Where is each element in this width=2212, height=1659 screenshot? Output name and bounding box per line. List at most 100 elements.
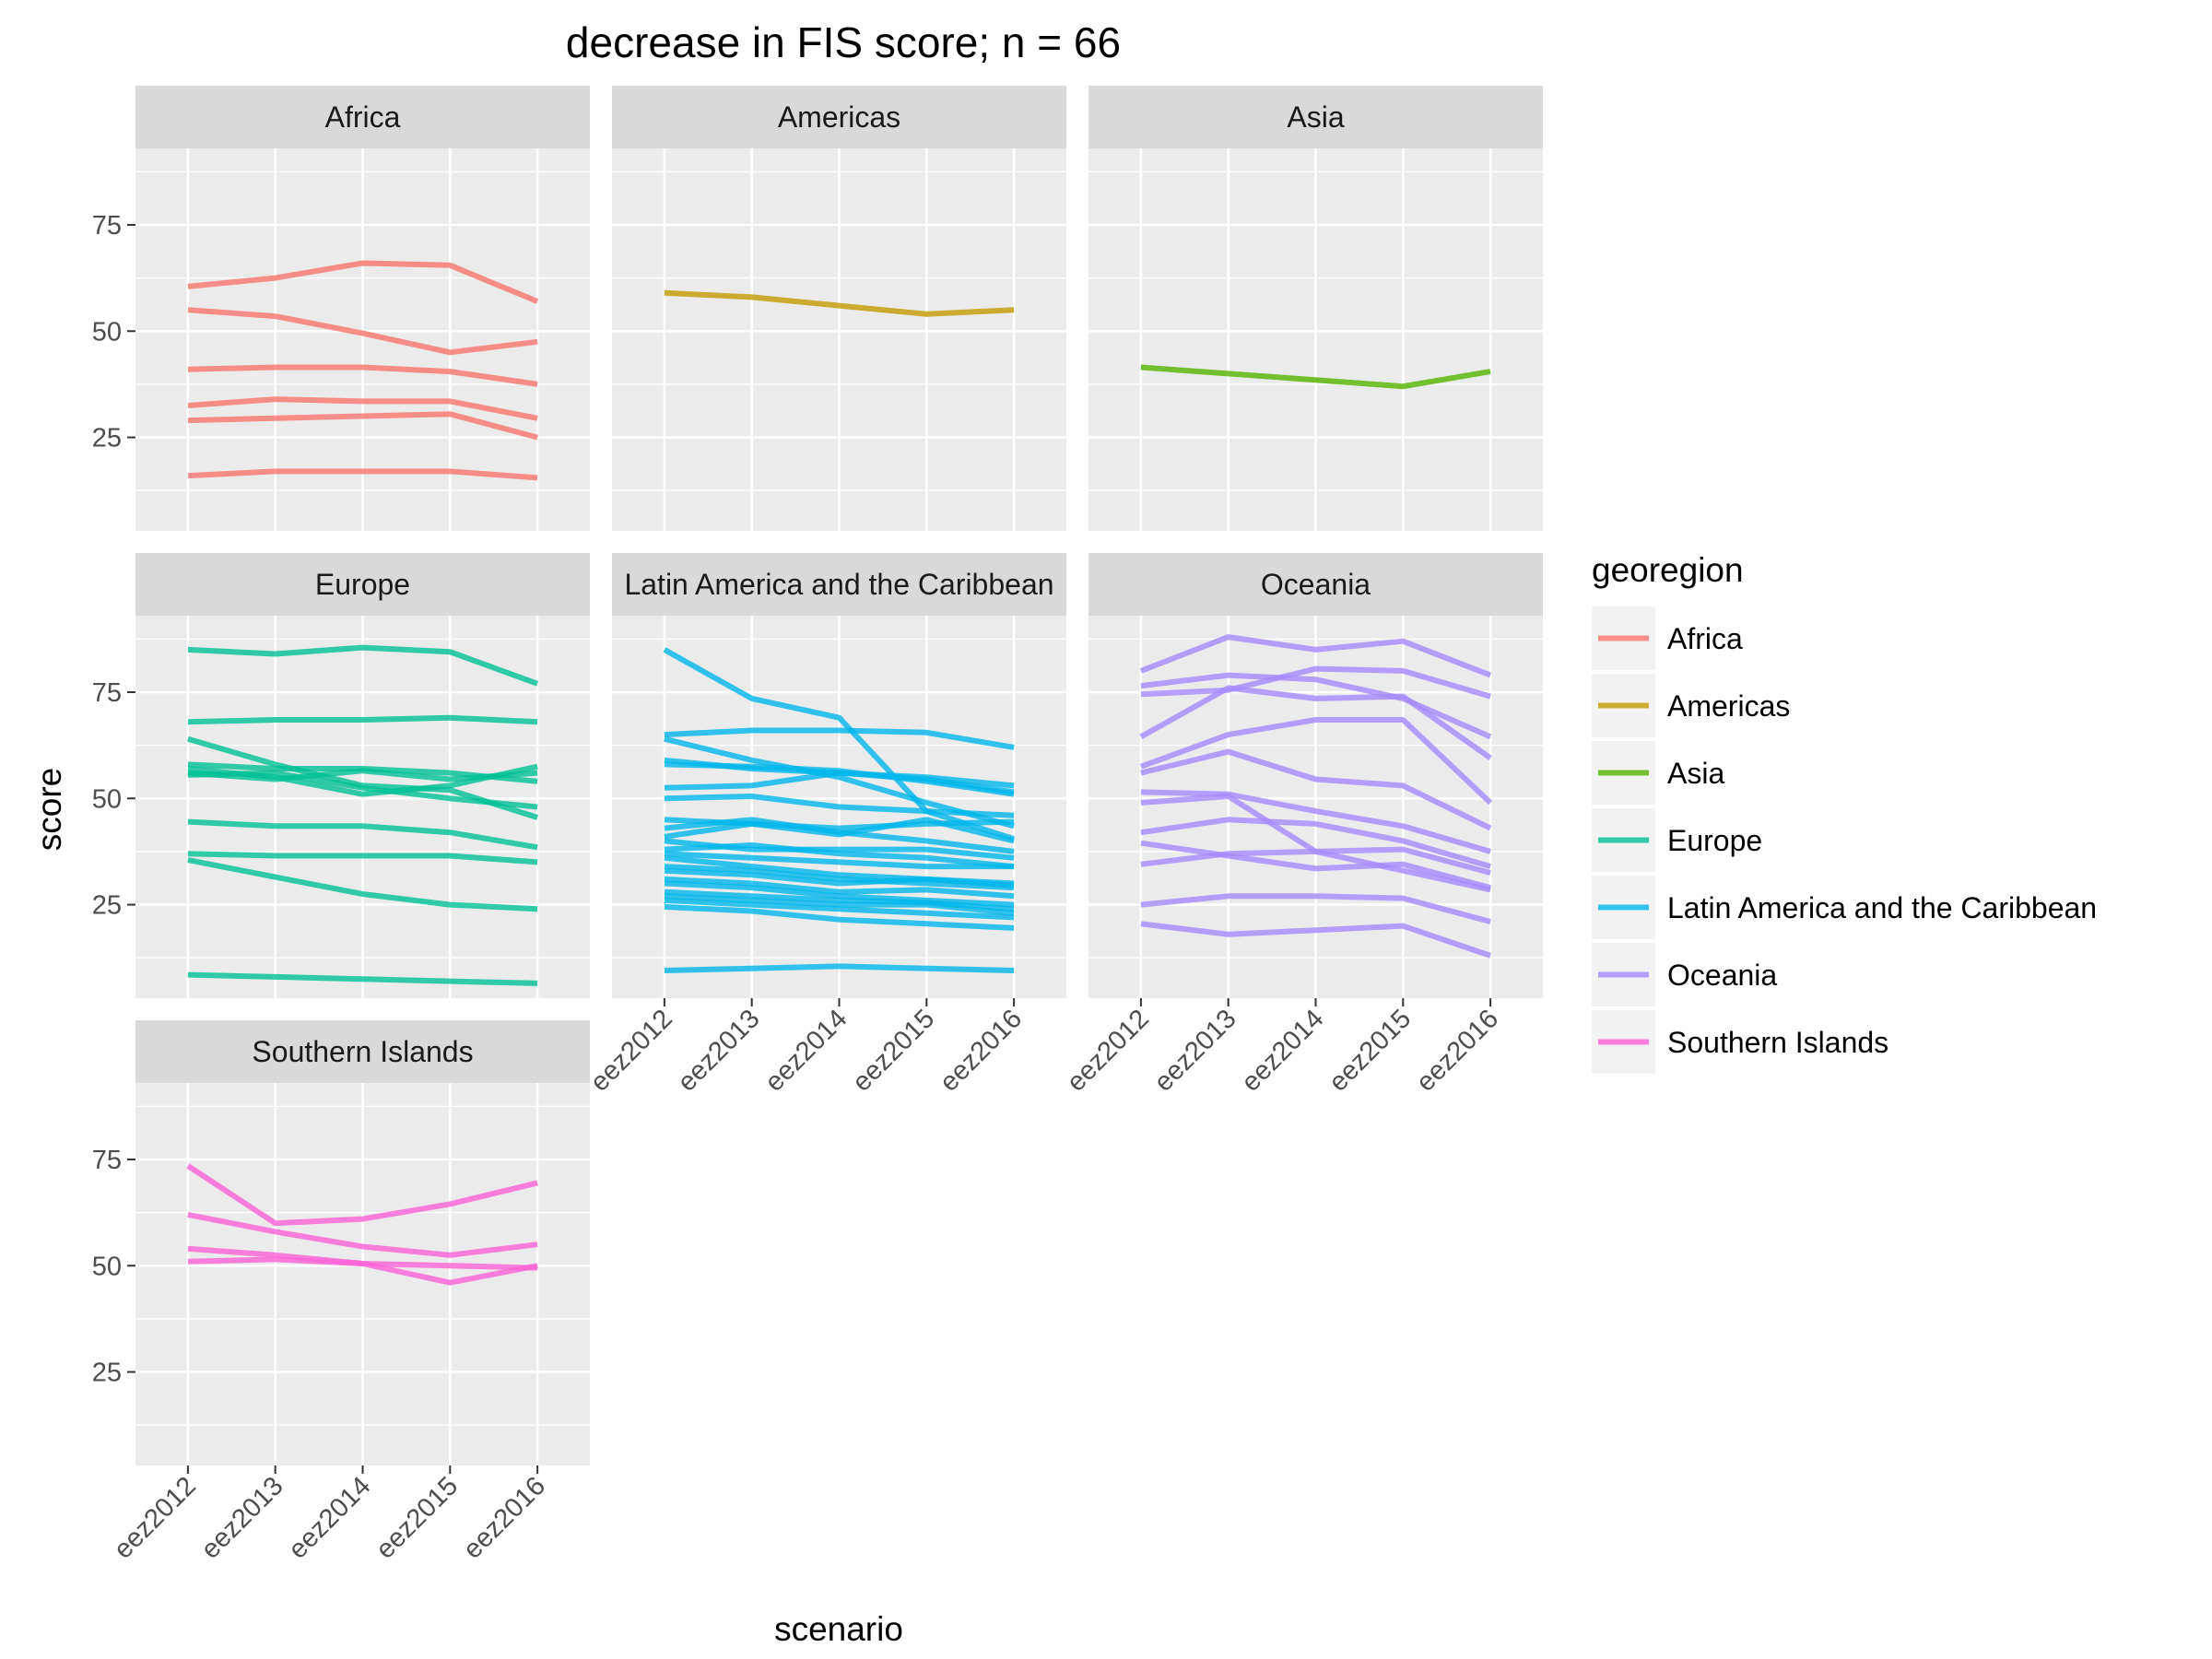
series-line-southern-islands-4: [187, 1256, 538, 1271]
series-line-southern-islands-1: [186, 1163, 538, 1227]
legend-item-asia: Asia: [1592, 741, 1724, 805]
facet-strip-southern-islands: [135, 1020, 590, 1083]
legend-label: Latin America and the Caribbean: [1667, 891, 2097, 924]
series-line-oceania-6: [1140, 748, 1492, 831]
facet-strip-label: Oceania: [1261, 568, 1371, 601]
legend-item-europe: Europe: [1592, 808, 1762, 872]
y-tick-label: 75: [92, 211, 122, 241]
facet-strip-label: Europe: [315, 568, 410, 601]
series-line-latin-america-and-the-caribbean-13: [664, 851, 1015, 870]
facet-strip-americas: [612, 86, 1066, 148]
series-line-africa-2: [187, 307, 538, 356]
series-line-europe-7: [187, 770, 538, 810]
series-line-latin-america-and-the-caribbean-19: [664, 888, 1015, 912]
series-line-oceania-2: [1140, 672, 1492, 740]
series-line-africa-6: [187, 468, 538, 481]
facet-panel-latin-america-and-the-caribbean: Latin America and the Caribbeaneez2012ee…: [585, 553, 1066, 1098]
facet-strip-oceania: [1088, 553, 1543, 616]
legend-label: Oceania: [1667, 959, 1777, 992]
facet-strip-label: Southern Islands: [252, 1035, 473, 1068]
legend-item-latin-america-and-the-caribbean: Latin America and the Caribbean: [1592, 876, 2097, 939]
series-line-africa-5: [187, 411, 538, 441]
legend-item-southern-islands: Southern Islands: [1592, 1010, 1888, 1074]
facet-strip-label: Americas: [778, 100, 900, 134]
legend-item-africa: Africa: [1592, 606, 1743, 670]
facet-strip-label: Latin America and the Caribbean: [624, 568, 1053, 601]
series-line-europe-2: [187, 714, 538, 725]
series-line-oceania-5: [1139, 717, 1493, 806]
y-tick-label: 50: [92, 784, 122, 814]
series-group: [187, 644, 539, 986]
y-tick-label: 50: [92, 317, 122, 347]
series-line-europe-6: [187, 768, 538, 782]
series-line-latin-america-and-the-caribbean-20: [664, 893, 1015, 916]
facet-panel-europe: Europe 25 50 75: [92, 553, 590, 998]
y-tick-label: 25: [92, 1359, 122, 1388]
facet-strip-latin-america-and-the-caribbean: [612, 553, 1066, 616]
legend-title: georegion: [1592, 551, 1744, 589]
legend-item-americas: Americas: [1592, 674, 1790, 737]
legend-label: Americas: [1667, 689, 1790, 723]
series-line-oceania-12: [1140, 893, 1491, 924]
series-line-latin-america-and-the-caribbean-2: [664, 727, 1015, 750]
series-line-africa-1: [187, 260, 539, 304]
series-line-latin-america-and-the-caribbean-18: [664, 880, 1015, 908]
series-line-latin-america-and-the-caribbean-16: [664, 867, 1015, 888]
series-line-oceania-4: [1139, 685, 1492, 760]
series-line-europe-8: [187, 818, 538, 851]
series-line-oceania-9: [1140, 817, 1491, 869]
legend-label: Southern Islands: [1667, 1026, 1888, 1059]
series-line-asia-1: [1140, 364, 1491, 390]
series-line-africa-3: [187, 364, 538, 387]
facet-strip-label: Africa: [325, 100, 401, 134]
y-tick-label: 75: [92, 678, 122, 708]
y-axis-title: score: [30, 768, 68, 851]
facet-panel-americas: Americas: [612, 86, 1066, 531]
series-line-oceania-13: [1140, 921, 1492, 959]
x-axis-title: scenario: [774, 1610, 903, 1648]
series-line-europe-10: [187, 857, 538, 912]
series-line-latin-america-and-the-caribbean-15: [664, 864, 1015, 891]
series-line-oceania-7: [1140, 789, 1491, 854]
facet-strip-label: Asia: [1287, 100, 1344, 134]
facet-strip-africa: [135, 86, 590, 148]
series-line-oceania-10: [1140, 840, 1491, 890]
legend-label: Africa: [1667, 622, 1743, 655]
chart-title: decrease in FIS score; n = 66: [566, 18, 1121, 66]
series-group: [187, 260, 539, 481]
series-line-oceania-1: [1139, 634, 1492, 678]
series-line-latin-america-and-the-caribbean-10: [664, 817, 1015, 844]
series-line-americas-1: [664, 289, 1015, 317]
series-line-southern-islands-2: [187, 1211, 538, 1258]
series-line-oceania-11: [1140, 846, 1491, 876]
legend: georegion Africa Americas Asia Europe Latin …: [1592, 551, 2097, 1074]
legend-item-oceania: Oceania: [1592, 943, 1777, 1006]
y-tick-label: 50: [92, 1252, 122, 1281]
facet-panel-africa: Africa 25 50 75: [92, 86, 590, 531]
series-line-africa-4: [187, 396, 538, 421]
series-group: [1140, 364, 1491, 390]
y-tick-label: 25: [92, 891, 122, 921]
series-line-latin-america-and-the-caribbean-7: [664, 794, 1015, 818]
facet-strip-asia: [1088, 86, 1543, 148]
series-line-oceania-3: [1140, 665, 1491, 700]
series-line-latin-america-and-the-caribbean-22: [664, 903, 1015, 931]
y-tick-label: 25: [92, 424, 122, 453]
series-line-europe-1: [187, 644, 539, 687]
series-line-europe-11: [187, 971, 538, 986]
series-group: [663, 647, 1016, 973]
facet-strip-europe: [135, 553, 590, 616]
series-group: [186, 1163, 538, 1286]
series-group: [664, 289, 1015, 317]
series-line-latin-america-and-the-caribbean-12: [664, 842, 1015, 870]
series-line-latin-america-and-the-caribbean-17: [664, 876, 1015, 900]
series-line-latin-america-and-the-caribbean-6: [664, 770, 1015, 795]
series-line-latin-america-and-the-caribbean-23: [664, 963, 1015, 973]
series-line-latin-america-and-the-caribbean-21: [664, 897, 1015, 921]
facet-panel-oceania: Oceaniaeez2012eez2013eez2014eez2015eez20…: [1062, 553, 1543, 1098]
facet-panel-asia: Asia: [1088, 86, 1543, 531]
legend-label: Asia: [1667, 757, 1724, 790]
legend-label: Europe: [1667, 824, 1762, 857]
y-tick-label: 75: [92, 1146, 122, 1175]
